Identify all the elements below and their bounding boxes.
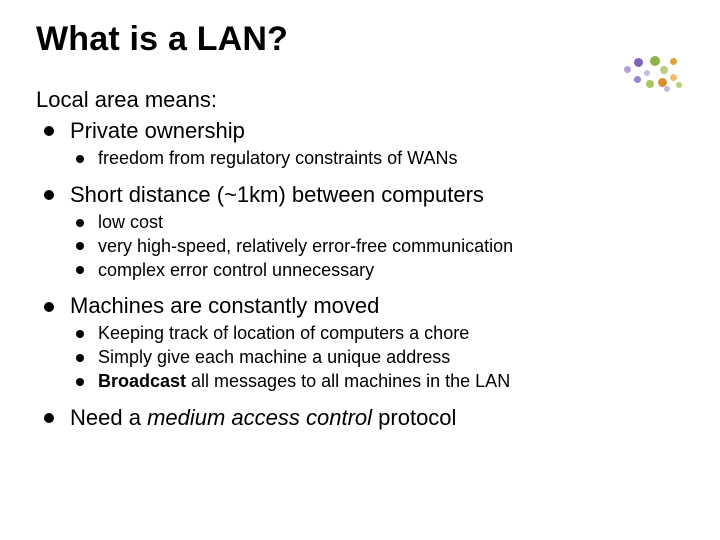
deco-dot <box>670 58 677 65</box>
deco-dot <box>660 66 668 74</box>
deco-dot <box>676 82 682 88</box>
sub-list-item: very high-speed, relatively error-free c… <box>70 235 684 259</box>
sub-list: Keeping track of location of computers a… <box>36 322 684 393</box>
sub-list-item: low cost <box>70 211 684 235</box>
list-item: Machines are constantly moved <box>36 292 684 320</box>
slide: What is a LAN? Local area means: Private… <box>0 0 720 540</box>
text-run: Need a <box>70 405 147 430</box>
deco-dot <box>670 74 677 81</box>
list-item-label: Machines are constantly moved <box>70 293 379 318</box>
sub-list-item: Keeping track of location of computers a… <box>70 322 684 346</box>
list-item: Short distance (~1km) between computers <box>36 181 684 209</box>
list-item-label: Private ownership <box>70 118 245 143</box>
deco-dot <box>650 56 660 66</box>
list-item: Need a medium access control protocol <box>36 404 684 432</box>
list-item-label: Short distance (~1km) between computers <box>70 182 484 207</box>
bullet-list: Private ownership freedom from regulatory… <box>36 117 684 432</box>
sub-list-item: freedom from regulatory constraints of W… <box>70 147 684 171</box>
deco-dot <box>634 76 641 83</box>
text-run: all messages to all machines in the LAN <box>186 371 510 391</box>
deco-dot <box>634 58 643 67</box>
list-item: Private ownership <box>36 117 684 145</box>
sub-list-item: Simply give each machine a unique addres… <box>70 346 684 370</box>
deco-dot <box>624 66 631 73</box>
slide-title: What is a LAN? <box>36 20 684 59</box>
text-run: medium access control <box>147 405 372 430</box>
sub-list-item: complex error control unnecessary <box>70 259 684 283</box>
lead-text: Local area means: <box>36 87 684 113</box>
deco-dot <box>644 70 650 76</box>
deco-dot <box>664 86 670 92</box>
text-run: protocol <box>372 405 456 430</box>
deco-dot <box>646 80 654 88</box>
sub-list: low costvery high-speed, relatively erro… <box>36 211 684 282</box>
corner-decoration <box>620 56 690 98</box>
text-run: Broadcast <box>98 371 186 391</box>
sub-list: freedom from regulatory constraints of W… <box>36 147 684 171</box>
sub-list-item: Broadcast all messages to all machines i… <box>70 370 684 394</box>
